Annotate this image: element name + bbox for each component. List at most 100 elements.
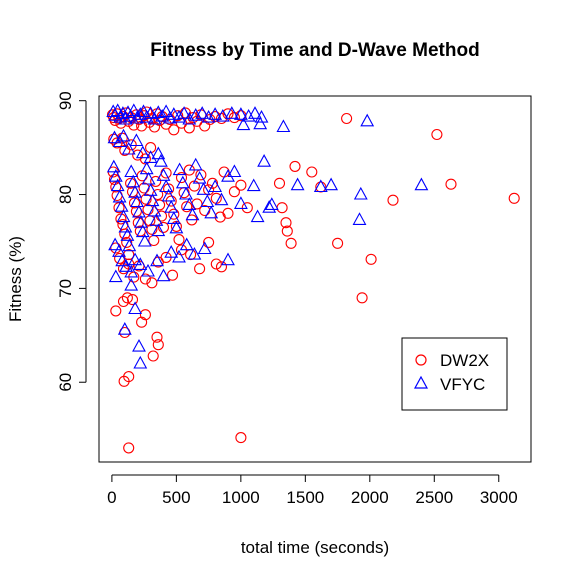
vfyc-point	[166, 107, 181, 120]
dw2x-point	[228, 186, 240, 198]
vfyc-point	[133, 355, 148, 369]
vfyc-point	[107, 130, 122, 144]
x-tick-label: 3000	[480, 488, 518, 507]
vfyc-point	[221, 252, 235, 266]
vfyc-point	[290, 177, 305, 191]
y-tick-label: 90	[56, 91, 75, 110]
dw2x-point	[194, 263, 206, 275]
vfyc-point	[112, 189, 127, 203]
vfyc-point	[169, 220, 184, 234]
dw2x-point	[280, 217, 292, 229]
dw2x-point	[115, 213, 127, 225]
vfyc-point	[204, 205, 219, 219]
x-tick-label: 1000	[222, 488, 260, 507]
vfyc-point	[141, 263, 155, 277]
vfyc-point	[227, 164, 242, 178]
dw2x-point	[356, 292, 368, 304]
vfyc-point	[159, 179, 174, 193]
vfyc-point	[124, 277, 139, 291]
dw2x-point	[508, 192, 520, 204]
vfyc-point	[215, 108, 230, 122]
dw2x-point	[306, 166, 318, 178]
vfyc-point	[108, 269, 123, 283]
vfyc-point	[115, 253, 130, 267]
vfyc-point	[195, 106, 210, 119]
vfyc-point	[135, 224, 150, 238]
vfyc-point	[129, 133, 144, 147]
dw2x-point	[215, 261, 228, 273]
vfyc-point	[133, 215, 148, 228]
vfyc-point	[124, 164, 139, 178]
legend-circle-marker	[415, 354, 427, 366]
vfyc-point	[156, 268, 171, 282]
vfyc-point	[133, 257, 148, 270]
dw2x-point	[241, 202, 253, 214]
dw2x-point	[431, 128, 443, 141]
vfyc-point	[182, 197, 197, 210]
x-tick-label: 2000	[351, 488, 389, 507]
vfyc-point	[137, 233, 152, 247]
dw2x-point	[206, 177, 219, 189]
dw2x-point	[146, 223, 158, 235]
vfyc-point	[133, 107, 148, 120]
vfyc-point	[177, 106, 192, 119]
plot-frame	[98, 95, 532, 463]
vfyc-point	[143, 106, 158, 119]
dw2x-point	[136, 316, 148, 328]
vfyc-point	[121, 141, 136, 155]
vfyc-point	[276, 119, 291, 133]
vfyc-point	[248, 106, 262, 119]
vfyc-point	[208, 179, 223, 193]
vfyc-point	[246, 178, 261, 192]
vfyc-point	[117, 322, 132, 335]
x-axis-label: total time (seconds)	[241, 538, 389, 557]
dw2x-point	[332, 237, 344, 249]
vfyc-point	[132, 204, 146, 218]
vfyc-point	[187, 246, 202, 260]
vfyc-point	[233, 196, 248, 209]
vfyc-point	[182, 111, 197, 125]
dw2x-point	[175, 172, 188, 184]
vfyc-point	[110, 178, 125, 192]
dw2x-point	[147, 350, 159, 362]
vfyc-point	[156, 168, 171, 181]
y-axis-label: Fitness (%)	[6, 236, 25, 322]
vfyc-point	[106, 159, 121, 173]
dw2x-point	[142, 204, 154, 216]
dw2x-point	[163, 183, 175, 195]
vfyc-point	[324, 177, 339, 191]
legend-label-vfyc: VFYC	[440, 375, 485, 394]
dw2x-point	[157, 221, 170, 233]
dw2x-point	[178, 187, 190, 199]
vfyc-point	[414, 177, 429, 191]
vfyc-point	[139, 161, 154, 175]
dw2x-point	[128, 197, 141, 209]
vfyc-point	[188, 157, 203, 171]
dw2x-point	[168, 124, 180, 136]
vfyc-point	[132, 338, 146, 352]
dw2x-point	[139, 153, 151, 165]
legend-triangle-marker	[413, 375, 429, 389]
vfyc-point	[122, 238, 137, 252]
vfyc-point	[114, 199, 129, 212]
vfyc-point	[185, 207, 200, 221]
vfyc-point	[253, 116, 268, 130]
x-tick-label: 500	[162, 488, 190, 507]
dw2x-point	[151, 331, 163, 343]
vfyc-point	[200, 194, 215, 208]
vfyc-point	[155, 108, 170, 122]
vfyc-point	[192, 170, 207, 184]
vfyc-point	[141, 171, 156, 185]
vfyc-point	[162, 110, 177, 124]
dw2x-point	[387, 194, 399, 206]
vfyc-point	[236, 117, 251, 131]
vfyc-point	[201, 109, 216, 123]
vfyc-point	[128, 185, 143, 198]
vfyc-point	[353, 186, 368, 200]
vfyc-point	[120, 228, 135, 241]
vfyc-point	[360, 113, 375, 127]
dw2x-point	[110, 305, 122, 317]
y-axis: 60 70 80 90	[56, 91, 87, 392]
dw2x-point	[117, 295, 130, 308]
